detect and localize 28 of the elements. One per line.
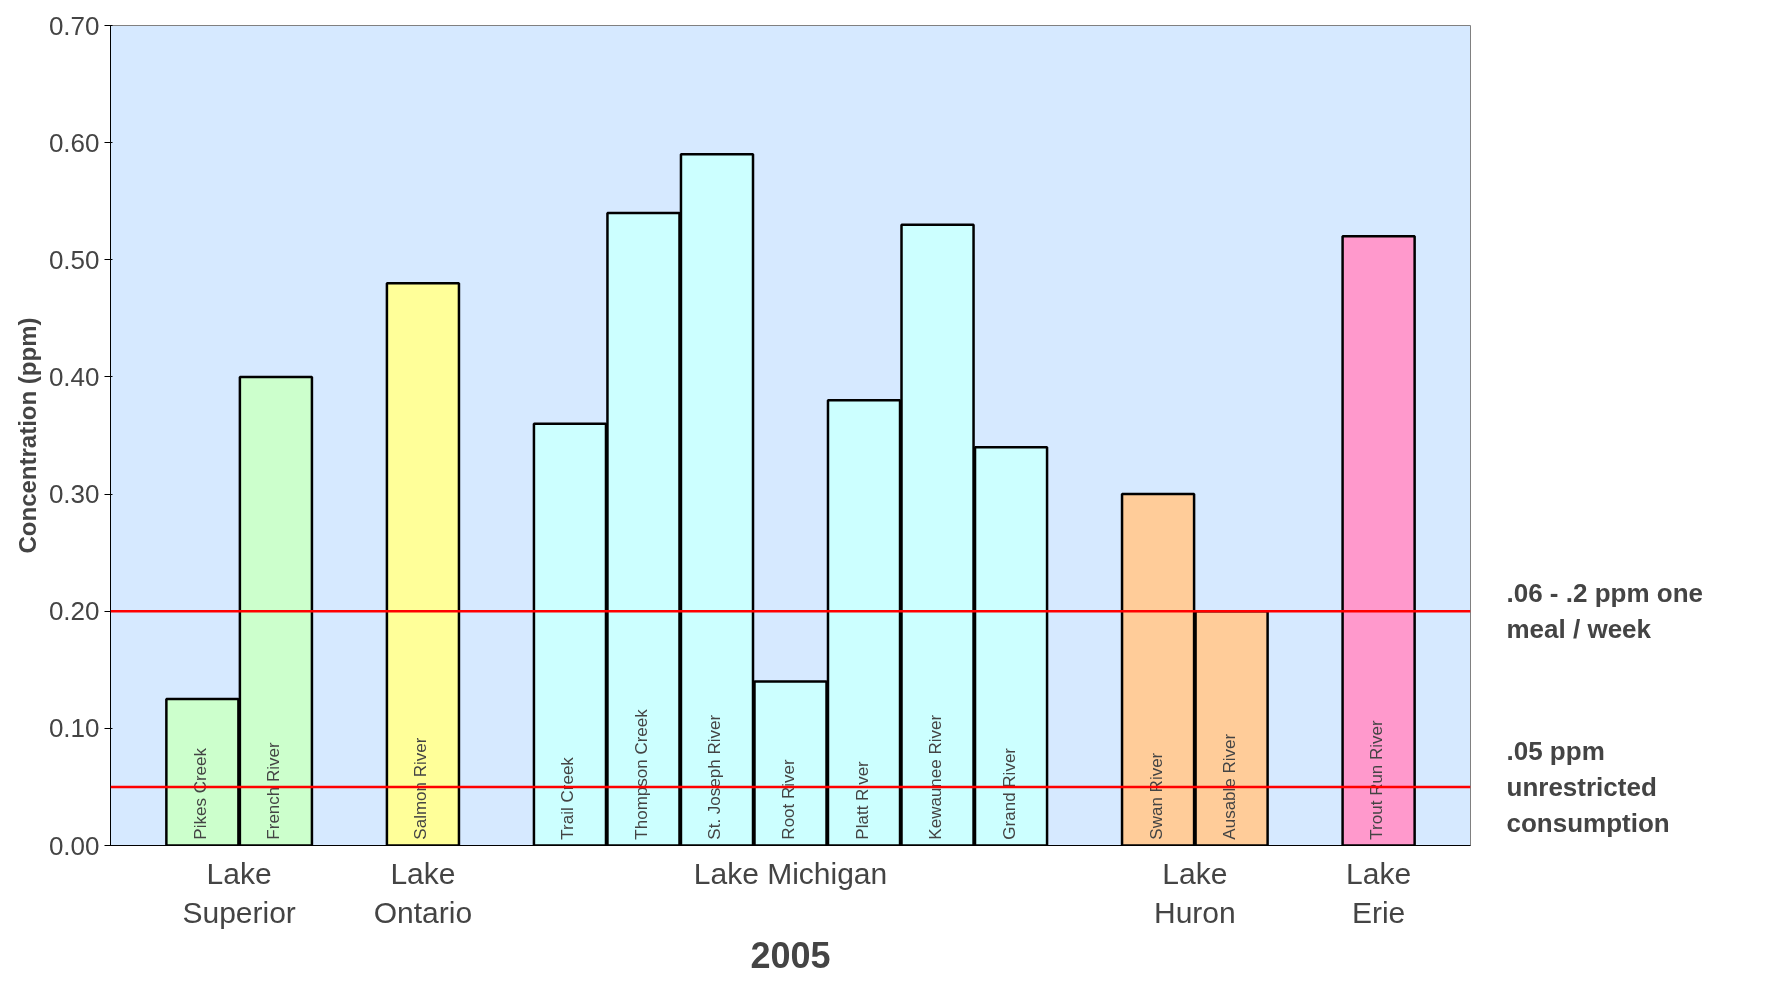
x-tick-label: St. Joseph River xyxy=(705,714,725,840)
y-tick-label: 0.20 xyxy=(48,596,100,627)
x-tick-label: Ausable River xyxy=(1220,733,1240,840)
y-tick-label: 0.60 xyxy=(48,127,100,158)
ref-line-label: .05 ppm unrestricted consumption xyxy=(1506,735,1670,838)
x-tick-label: Swan River xyxy=(1146,752,1166,840)
y-tick-label: 0.30 xyxy=(48,479,100,510)
text: Lake Superior xyxy=(182,856,296,930)
text: Lake Erie xyxy=(1346,856,1412,930)
x-tick-label: Thompson Creek xyxy=(631,708,651,840)
ref-line-label: .06 - .2 ppm one meal / week xyxy=(1506,578,1703,645)
x-tick-label: Trail Creek xyxy=(558,756,578,840)
y-tick-label: 0.50 xyxy=(48,244,100,275)
y-axis-title: Concentration (ppm) xyxy=(13,317,41,554)
text: Lake Ontario xyxy=(373,856,473,930)
text: Lake Huron xyxy=(1153,856,1236,930)
x-tick-label: Salmon River xyxy=(411,737,431,840)
x-tick-label: Kewaunee River xyxy=(926,714,946,840)
x-tick-label: Grand River xyxy=(999,747,1019,840)
x-axis-title: 2005 xyxy=(750,935,831,977)
y-tick-label: 0.70 xyxy=(48,10,100,41)
text: Lake Michigan xyxy=(693,856,888,890)
y-tick-label: 0.10 xyxy=(48,713,100,744)
x-tick-label: French River xyxy=(264,742,284,840)
x-tick-label: Root River xyxy=(779,759,798,840)
y-tick-label: 0.00 xyxy=(48,830,100,861)
x-tick-label: Pikes Creek xyxy=(190,747,210,840)
y-tick-label: 0.40 xyxy=(48,361,100,392)
